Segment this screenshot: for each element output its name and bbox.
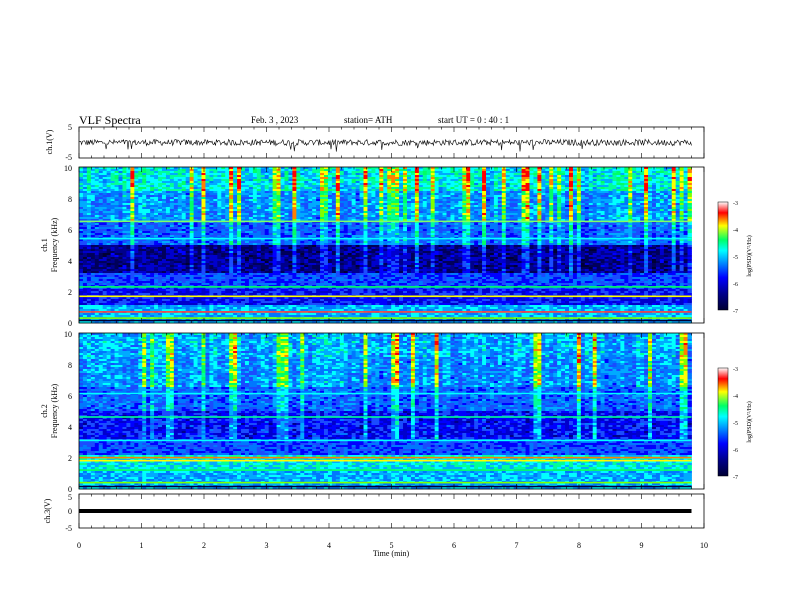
ch1-ytick-0: 0: [68, 319, 72, 328]
ch1-colorbar-ramp: [717, 201, 729, 311]
time-axis-title: Time (min): [373, 549, 410, 558]
time-axis-ticks: [78, 127, 705, 528]
ch2-colorbar-ramp: [717, 367, 729, 477]
ch2-cbar-tick-m3: -3: [733, 367, 738, 373]
ch1-waveform-line: [78, 138, 692, 152]
ch1-cbar-tick-m6: -6: [733, 282, 738, 288]
ch2-ytick-4: 4: [68, 423, 72, 432]
ch1-ytick-10: 10: [64, 164, 72, 173]
ch1-waveform-ylabel: ch.1(V): [45, 129, 54, 154]
time-axis-tick-label: 2: [202, 541, 206, 550]
ch2-ytick-10: 10: [64, 330, 72, 339]
ch1-cbar-tick-m4: -4: [733, 228, 738, 234]
date-label: Feb. 3 , 2023: [251, 115, 299, 125]
ch2-ytick-8: 8: [68, 361, 72, 370]
time-axis-tick-label: 4: [327, 541, 331, 550]
time-axis-tick-label: 10: [700, 541, 708, 550]
ch1-colorbar: -3 -4 -5 -6 -7 log(PSD)(V²/Hz): [717, 201, 753, 315]
ch3-ytick-0: 0: [68, 507, 72, 516]
ch1-spectrogram-ylabel-frequency: Frequency (kHz): [50, 217, 59, 272]
time-axis-tick-label: 7: [515, 541, 519, 550]
ch1-ytick-2: 2: [68, 288, 72, 297]
ch3-ytick-m5: -5: [65, 524, 72, 533]
ch1-spectrogram-image: [79, 167, 692, 324]
ch1-ytick-4: 4: [68, 257, 72, 266]
ch2-cbar-tick-m5: -5: [733, 421, 738, 427]
time-axis-tick-label: 5: [390, 541, 394, 550]
time-axis-tick-label: 6: [452, 541, 456, 550]
ch2-cbar-tick-m7: -7: [733, 475, 738, 481]
time-axis-labels: 0 1 2 3 4 5 6 7 8 9 10: [77, 541, 708, 550]
ch1-colorbar-label: log(PSD)(V²/Hz): [746, 235, 753, 276]
ch1-spectrogram-panel: 10 8 6 4 2 0 ch.1 Frequency (kHz): [40, 164, 705, 328]
start-ut-label: start UT = 0 : 40 : 1: [438, 115, 509, 125]
time-axis-tick-label: 3: [265, 541, 269, 550]
ch1-cbar-tick-m7: -7: [733, 309, 738, 315]
chart-title: VLF Spectra: [79, 113, 141, 127]
ch1-ytick-bottom: -5: [65, 153, 72, 162]
ch2-ytick-2: 2: [68, 454, 72, 463]
time-axis-tick-label: 1: [140, 541, 144, 550]
time-axis-tick-label: 9: [640, 541, 644, 550]
ch3-waveform-ylabel: ch.3(V): [43, 498, 52, 523]
ch1-spectrogram-ylabel-channel: ch.1: [40, 238, 49, 252]
ch3-waveform-panel: 5 0 -5 ch.3(V): [43, 493, 705, 533]
ch1-cbar-tick-m3: -3: [733, 201, 738, 207]
time-axis-tick-label: 8: [577, 541, 581, 550]
ch2-cbar-tick-m4: -4: [733, 394, 738, 400]
ch1-ytick-top: 5: [68, 123, 72, 132]
ch2-spectrogram-ylabel-frequency: Frequency (kHz): [50, 383, 59, 438]
ch2-colorbar: -3 -4 -5 -6 -7 log(PSD)(V²/Hz): [717, 367, 753, 481]
ch2-ytick-0: 0: [68, 485, 72, 494]
ch1-ytick-8: 8: [68, 195, 72, 204]
ch3-ytick-5: 5: [68, 493, 72, 502]
ch1-cbar-tick-m5: -5: [733, 255, 738, 261]
ch1-waveform-panel: 5 -5 ch.1(V): [45, 123, 705, 162]
ch1-ytick-6: 6: [68, 226, 72, 235]
ch3-waveform-line: [79, 509, 692, 513]
ch2-colorbar-label: log(PSD)(V²/Hz): [746, 401, 753, 442]
station-label: station= ATH: [344, 115, 393, 125]
ch2-spectrogram-panel: 10 8 6 4 2 0 ch.2 Frequency (kHz): [40, 330, 705, 494]
time-axis-tick-label: 0: [77, 541, 81, 550]
ch2-spectrogram-image: [79, 333, 692, 490]
ch2-ytick-6: 6: [68, 392, 72, 401]
ch2-spectrogram-ylabel-channel: ch.2: [40, 404, 49, 418]
ch2-cbar-tick-m6: -6: [733, 448, 738, 454]
